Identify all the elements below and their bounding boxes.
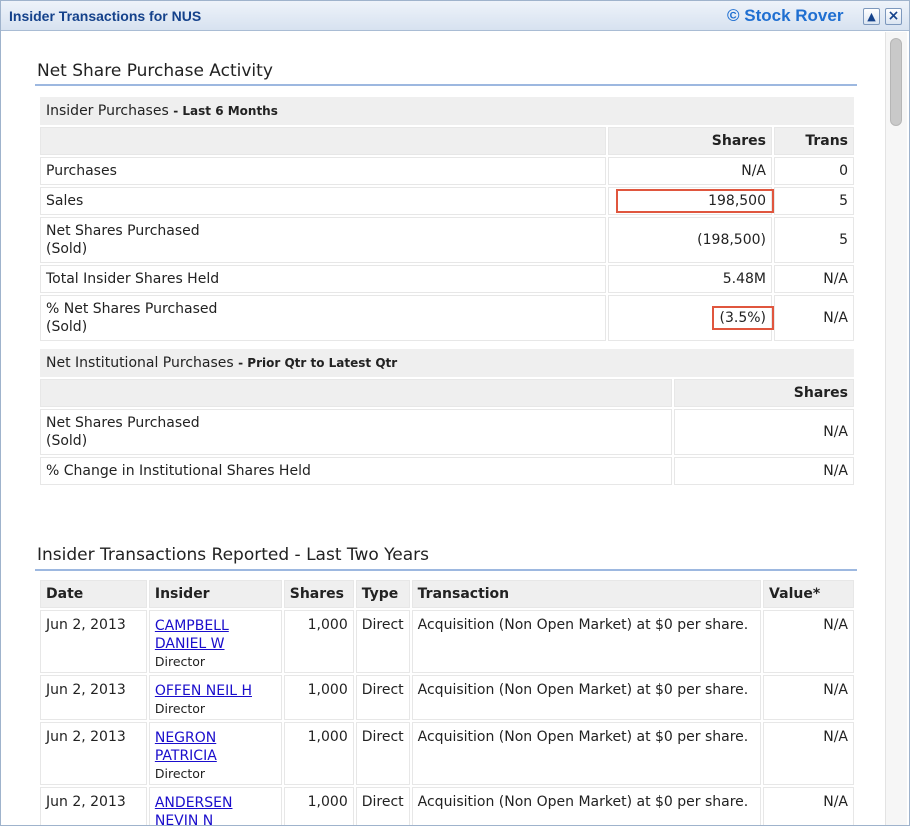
col-shares-header: Shares bbox=[608, 127, 772, 155]
row-label: Net Shares Purchased (Sold) bbox=[40, 409, 672, 455]
tx-description: Acquisition (Non Open Market) at $0 per … bbox=[411, 787, 762, 825]
sales-shares-highlighted: 198,500 bbox=[616, 189, 774, 213]
tx-date: Jun 2, 2013 bbox=[40, 787, 147, 825]
table-row: Sales 198,500 5 bbox=[40, 187, 854, 215]
close-button[interactable]: × bbox=[885, 8, 902, 25]
collapse-button[interactable]: ▲ bbox=[863, 8, 880, 25]
table-row: Purchases N/A 0 bbox=[40, 157, 854, 185]
table-row: Jun 2, 2013 ANDERSEN NEVIN N 1,000 Direc… bbox=[40, 787, 854, 825]
col-shares-header[interactable]: Shares bbox=[283, 580, 354, 608]
col-trans-header: Trans bbox=[774, 127, 854, 155]
insider-purchases-period: Last 6 Months bbox=[182, 104, 278, 118]
tx-shares: 1,000 bbox=[283, 610, 354, 673]
col-transaction-header[interactable]: Transaction bbox=[411, 580, 762, 608]
tx-type: Direct bbox=[355, 787, 410, 825]
table-row: Total Insider Shares Held 5.48M N/A bbox=[40, 265, 854, 293]
chevron-up-icon: ▲ bbox=[867, 10, 876, 23]
transactions-section-title: Insider Transactions Reported - Last Two… bbox=[37, 545, 430, 565]
tx-type: Direct bbox=[355, 675, 410, 720]
insider-link[interactable]: OFFEN NEIL H bbox=[154, 683, 252, 699]
row-label: Sales bbox=[40, 187, 606, 215]
tx-date: Jun 2, 2013 bbox=[40, 675, 147, 720]
insider-transactions-table: Date Insider Shares Type Transaction Val… bbox=[38, 578, 856, 825]
table-row: Jun 2, 2013 OFFEN NEIL H Director 1,000 D… bbox=[40, 675, 854, 720]
tx-type: Direct bbox=[355, 610, 410, 673]
table-row: Jun 2, 2013 NEGRON PATRICIA Director 1,00… bbox=[40, 722, 854, 785]
insider-purchases-label: Insider Purchases bbox=[46, 103, 169, 119]
institutional-header: Net Institutional Purchases - Prior Qtr … bbox=[40, 349, 854, 377]
col-date-header[interactable]: Date bbox=[40, 580, 147, 608]
tx-date: Jun 2, 2013 bbox=[40, 610, 147, 673]
vertical-scrollbar[interactable] bbox=[885, 32, 907, 825]
table-row: % Change in Institutional Shares Held N/… bbox=[40, 457, 854, 485]
tx-type: Direct bbox=[355, 722, 410, 785]
insider-link[interactable]: NEGRON PATRICIA bbox=[154, 730, 217, 764]
tx-date: Jun 2, 2013 bbox=[40, 722, 147, 785]
window-title: Insider Transactions for NUS bbox=[9, 8, 202, 24]
institutional-period: Prior Qtr to Latest Qtr bbox=[247, 356, 398, 370]
insider-link[interactable]: ANDERSEN NEVIN N bbox=[154, 795, 233, 825]
col-insider-header[interactable]: Insider bbox=[148, 580, 282, 608]
insider-role: Director bbox=[154, 766, 206, 781]
col-shares-header: Shares bbox=[673, 379, 854, 407]
tx-shares: 1,000 bbox=[283, 675, 354, 720]
row-label: Total Insider Shares Held bbox=[40, 265, 606, 293]
transactions-column-header: Date Insider Shares Type Transaction Val… bbox=[40, 580, 854, 608]
col-type-header[interactable]: Type bbox=[355, 580, 410, 608]
table-row: Net Shares Purchased (Sold) N/A bbox=[40, 409, 854, 455]
row-label: Purchases bbox=[40, 157, 606, 185]
institutional-purchases-table: Net Institutional Purchases - Prior Qtr … bbox=[38, 347, 856, 487]
tx-value: N/A bbox=[763, 610, 854, 673]
shares-value: (198,500) bbox=[608, 217, 772, 263]
scrollbar-thumb[interactable] bbox=[890, 38, 902, 126]
tx-description: Acquisition (Non Open Market) at $0 per … bbox=[411, 722, 762, 785]
insider-purchases-column-header: Shares Trans bbox=[40, 127, 854, 155]
trans-value: 0 bbox=[774, 157, 854, 185]
insider-role: Director bbox=[154, 701, 206, 716]
col-value-header[interactable]: Value* bbox=[763, 580, 854, 608]
trans-value: N/A bbox=[774, 265, 854, 293]
insider-purchases-header: Insider Purchases - Last 6 Months bbox=[40, 97, 854, 125]
trans-value: N/A bbox=[774, 295, 854, 341]
tx-shares: 1,000 bbox=[283, 787, 354, 825]
section-divider bbox=[35, 569, 857, 571]
table-row: Net Shares Purchased (Sold) (198,500) 5 bbox=[40, 217, 854, 263]
net-share-section-title: Net Share Purchase Activity bbox=[37, 61, 273, 81]
institutional-column-header: Shares bbox=[40, 379, 854, 407]
row-label: % Change in Institutional Shares Held bbox=[40, 457, 672, 485]
institutional-label: Net Institutional Purchases bbox=[46, 355, 234, 371]
shares-value: N/A bbox=[673, 409, 854, 455]
trans-value: 5 bbox=[774, 187, 854, 215]
tx-value: N/A bbox=[763, 675, 854, 720]
shares-value: 5.48M bbox=[608, 265, 772, 293]
table-row: Jun 2, 2013 CAMPBELL DANIEL W Director 1,… bbox=[40, 610, 854, 673]
tx-shares: 1,000 bbox=[283, 722, 354, 785]
table-row: % Net Shares Purchased (Sold) (3.5%) N/A bbox=[40, 295, 854, 341]
close-icon: × bbox=[887, 8, 900, 24]
section-divider bbox=[35, 84, 857, 86]
tx-value: N/A bbox=[763, 787, 854, 825]
tx-description: Acquisition (Non Open Market) at $0 per … bbox=[411, 610, 762, 673]
row-label: % Net Shares Purchased (Sold) bbox=[40, 295, 606, 341]
window-titlebar: Insider Transactions for NUS © Stock Rov… bbox=[1, 1, 909, 31]
window-content: Net Share Purchase Activity Insider Purc… bbox=[9, 32, 885, 825]
insider-purchases-table: Insider Purchases - Last 6 Months Shares… bbox=[38, 95, 856, 343]
trans-value: 5 bbox=[774, 217, 854, 263]
shares-value: N/A bbox=[673, 457, 854, 485]
pct-net-shares-highlighted: (3.5%) bbox=[711, 306, 774, 330]
tx-description: Acquisition (Non Open Market) at $0 per … bbox=[411, 675, 762, 720]
row-label: Net Shares Purchased (Sold) bbox=[40, 217, 606, 263]
shares-value: N/A bbox=[608, 157, 772, 185]
insider-link[interactable]: CAMPBELL DANIEL W bbox=[154, 618, 229, 652]
insider-role: Director bbox=[154, 654, 206, 669]
stock-rover-brand[interactable]: © Stock Rover bbox=[727, 6, 844, 25]
tx-value: N/A bbox=[763, 722, 854, 785]
